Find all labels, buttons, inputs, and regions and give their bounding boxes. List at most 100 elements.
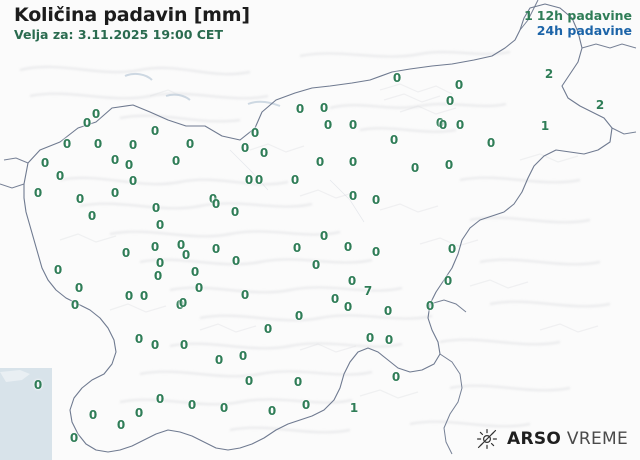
station-value: 0 [116,418,126,432]
station-value: 0 [70,298,80,312]
station-value: 0 [190,265,200,279]
station-value: 0 [178,296,188,310]
station-value: 0 [348,118,358,132]
station-value: 0 [290,173,300,187]
station-value: 0 [263,322,273,336]
station-value: 0 [343,240,353,254]
inner-lines [229,149,365,223]
station-value: 0 [254,173,264,187]
station-value: 0 [231,254,241,268]
station-value: 0 [347,274,357,288]
station-value: 0 [447,242,457,256]
station-value: 0 [40,156,50,170]
station-value: 0 [194,281,204,295]
station-value: 0 [176,238,186,252]
station-value: 1 [540,119,550,133]
station-value: 0 [435,116,445,130]
station-value: 0 [153,269,163,283]
station-value: 0 [410,161,420,175]
station-value: 0 [151,201,161,215]
station-value: 0 [62,137,72,151]
station-value: 1 [349,401,359,415]
station-value: 0 [443,274,453,288]
station-value: 0 [323,118,333,132]
station-value: 0 [454,78,464,92]
station-value: 0 [371,193,381,207]
station-value: 0 [455,118,465,132]
station-value: 0 [425,299,435,313]
station-value: 0 [88,408,98,422]
station-value: 0 [311,258,321,272]
station-value: 0 [110,153,120,167]
station-value: 0 [444,158,454,172]
station-value: 0 [33,378,43,392]
station-value: 0 [33,186,43,200]
relief-shading [19,50,611,434]
station-value: 0 [155,256,165,270]
station-value: 0 [301,398,311,412]
station-value: 2 [544,67,554,81]
station-value: 7 [363,284,373,298]
station-value: 0 [391,370,401,384]
station-value: 0 [185,137,195,151]
station-value: 0 [124,289,134,303]
station-value: 0 [179,338,189,352]
station-value: 0 [294,309,304,323]
station-value: 0 [445,94,455,108]
station-value: 0 [93,137,103,151]
station-value: 0 [486,136,496,150]
station-value: 0 [75,192,85,206]
station-value: 0 [128,174,138,188]
station-value: 0 [384,333,394,347]
station-value: 0 [214,353,224,367]
station-value: 0 [139,289,149,303]
station-value: 0 [230,205,240,219]
station-value: 0 [365,331,375,345]
station-value: 0 [343,300,353,314]
station-value: 0 [240,288,250,302]
station-value: 0 [155,218,165,232]
station-value: 0 [134,406,144,420]
station-value: 0 [53,263,63,277]
water-features [124,72,281,107]
station-value: 0 [181,248,191,262]
station-value: 0 [315,155,325,169]
station-value: 0 [150,338,160,352]
station-value: 0 [244,374,254,388]
station-value: 0 [87,209,97,223]
station-value: 0 [69,431,79,445]
station-value: 0 [238,349,248,363]
station-value: 0 [187,398,197,412]
station-value: 0 [348,189,358,203]
station-value: 0 [211,197,221,211]
station-value: 0 [250,126,260,140]
station-value: 0 [219,401,229,415]
station-value: 0 [383,304,393,318]
station-value: 0 [259,146,269,160]
relief-ridges [59,83,599,399]
station-value: 0 [211,242,221,256]
station-value: 0 [150,240,160,254]
station-value: 0 [319,101,329,115]
station-value: 0 [371,245,381,259]
station-value: 0 [124,158,134,172]
station-value: 0 [293,375,303,389]
station-value: 0 [208,192,218,206]
station-value: 0 [175,298,185,312]
station-value: 0 [82,116,92,130]
station-value: 0 [292,241,302,255]
station-value: 0 [134,332,144,346]
station-value: 0 [128,138,138,152]
station-value: 0 [319,229,329,243]
station-value: 0 [55,169,65,183]
station-value: 0 [295,102,305,116]
station-value: 0 [240,141,250,155]
station-value: 0 [348,155,358,169]
station-value: 0 [171,154,181,168]
station-value: 0 [267,404,277,418]
station-value: 0 [330,292,340,306]
station-value: 0 [121,246,131,260]
